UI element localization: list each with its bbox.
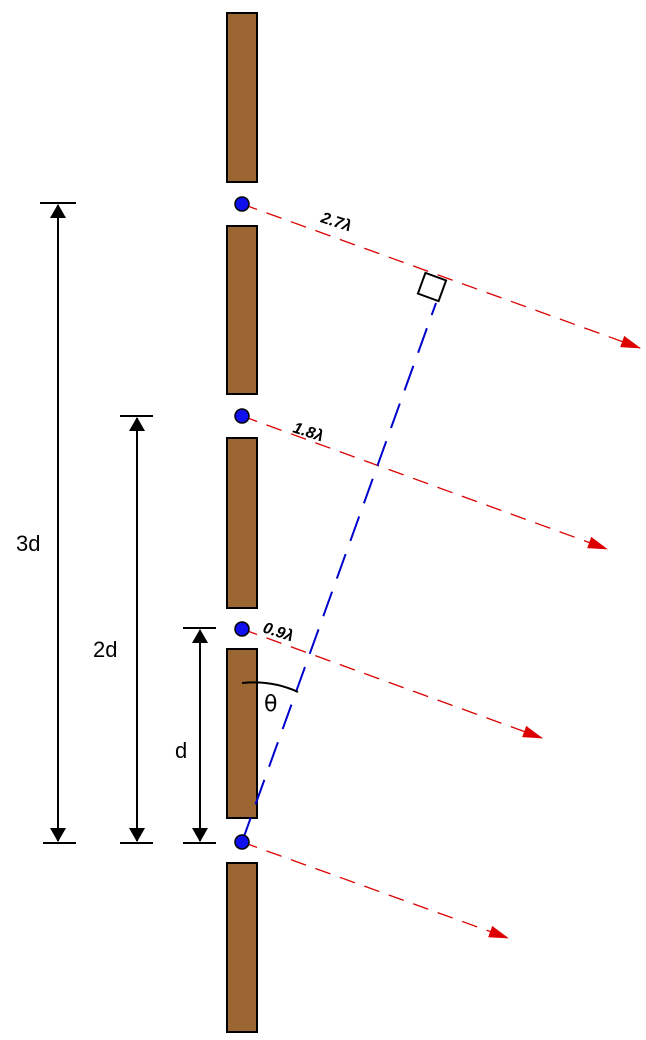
- barrier-segment: [226, 225, 258, 395]
- barrier: [226, 12, 258, 1033]
- right-angle-marker: [416, 271, 448, 303]
- dimension-3d: [40, 202, 76, 844]
- dimension-3d-label: 3d: [16, 531, 40, 556]
- wavefront-line: [241, 302, 437, 843]
- barrier-segment: [226, 648, 258, 819]
- ray-3: [241, 628, 543, 739]
- barrier-segment: [226, 12, 258, 183]
- barrier-segment: [226, 437, 258, 609]
- dimension-d-label: d: [175, 738, 187, 763]
- path-difference-top: 2.7λ: [318, 209, 354, 235]
- angle-arc: [241, 681, 299, 693]
- barrier-segment: [226, 862, 258, 1033]
- path-difference-second: 1.8λ: [291, 420, 326, 446]
- slit-2: [234, 621, 250, 637]
- dimension-2d-label: 2d: [93, 637, 117, 662]
- theta-label: θ: [264, 692, 277, 717]
- slit-1: [234, 834, 250, 850]
- diffracted-rays: [241, 203, 641, 939]
- slit-3: [234, 408, 250, 424]
- ray-4: [241, 841, 509, 939]
- slits: [234, 196, 250, 850]
- ray-1: [241, 203, 641, 349]
- ray-2: [241, 415, 608, 550]
- slit-4: [234, 196, 250, 212]
- dimension-2d: [120, 415, 153, 844]
- dimension-d: [183, 627, 216, 844]
